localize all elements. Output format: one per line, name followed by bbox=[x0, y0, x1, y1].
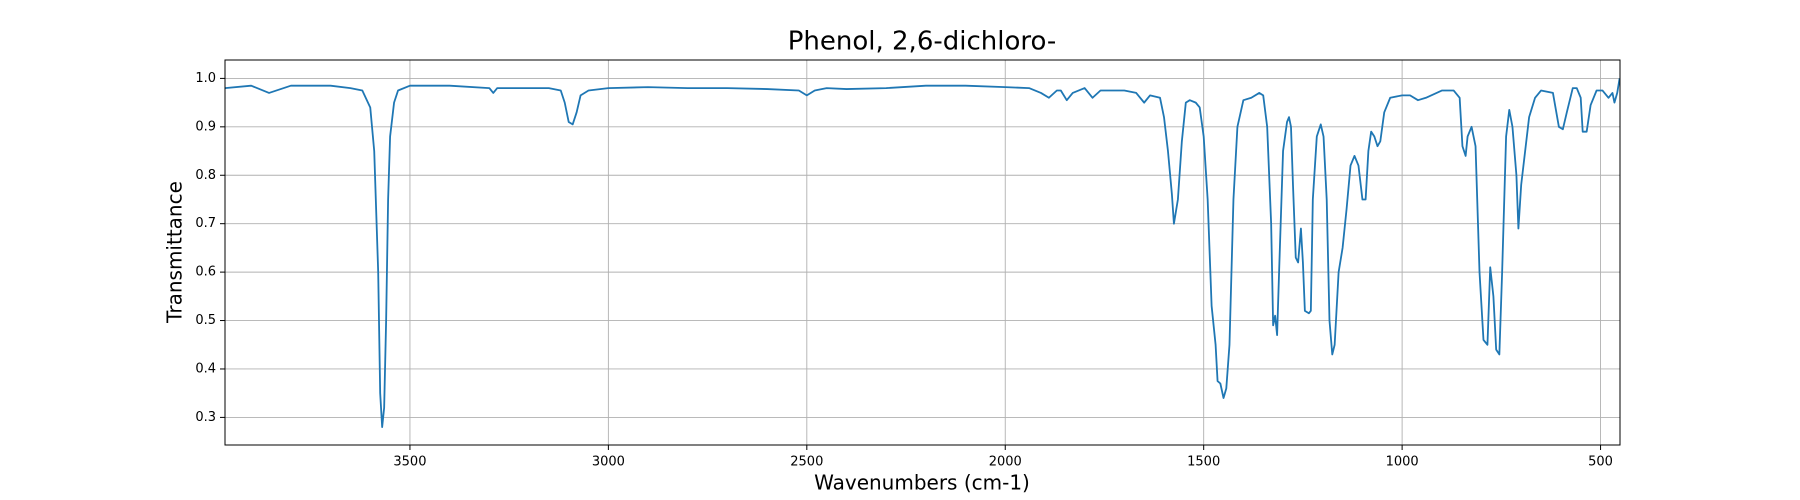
spectrum-line bbox=[224, 78, 1621, 428]
x-tick-label: 500 bbox=[1588, 455, 1613, 470]
x-tick-label: 2500 bbox=[790, 455, 823, 470]
y-tick-label: 0.4 bbox=[195, 361, 216, 376]
y-tick-label: 0.3 bbox=[195, 410, 216, 425]
x-axis-label: Wavenumbers (cm-1) bbox=[814, 471, 1030, 495]
y-tick-label: 1.0 bbox=[195, 71, 216, 86]
x-tick-label: 3500 bbox=[393, 455, 426, 470]
y-tick-label: 0.5 bbox=[195, 313, 216, 328]
y-tick-label: 0.6 bbox=[195, 265, 216, 280]
x-tick-label: 1000 bbox=[1386, 455, 1419, 470]
y-tick-label: 0.7 bbox=[195, 216, 216, 231]
x-tick-label: 3000 bbox=[592, 455, 625, 470]
x-tick-label: 1500 bbox=[1187, 455, 1220, 470]
plot-frame bbox=[224, 59, 1621, 446]
chart-title: Phenol, 2,6-dichloro- bbox=[788, 27, 1057, 57]
y-axis-label: Transmittance bbox=[163, 181, 187, 324]
y-tick-label: 0.9 bbox=[195, 119, 216, 134]
x-tick-label: 2000 bbox=[989, 455, 1022, 470]
y-tick-label: 0.8 bbox=[195, 168, 216, 183]
